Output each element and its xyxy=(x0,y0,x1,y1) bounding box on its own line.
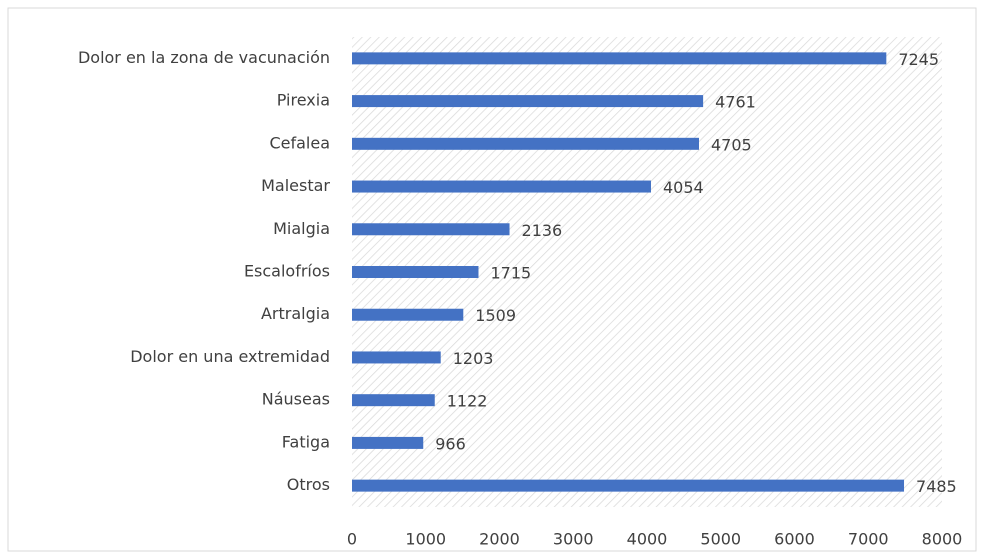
y-tick-label: Escalofríos xyxy=(244,262,330,281)
bar xyxy=(352,95,704,108)
bar xyxy=(352,351,441,364)
x-tick-label: 5000 xyxy=(700,530,741,549)
x-tick-label: 7000 xyxy=(848,530,889,549)
x-tick-label: 0 xyxy=(347,530,357,549)
y-tick-label: Cefalea xyxy=(269,133,330,152)
y-tick-label: Otros xyxy=(287,475,330,494)
data-label: 4705 xyxy=(711,135,752,154)
y-tick-label: Artralgia xyxy=(261,304,330,323)
data-label: 4054 xyxy=(663,178,704,197)
y-tick-label: Pirexia xyxy=(277,91,330,110)
bar xyxy=(352,436,424,449)
y-tick-label: Fatiga xyxy=(282,432,330,451)
bar xyxy=(352,180,651,193)
data-label: 1715 xyxy=(490,264,531,283)
x-tick-label: 1000 xyxy=(405,530,446,549)
x-tick-label: 3000 xyxy=(553,530,594,549)
y-tick-label: Dolor en una extremidad xyxy=(130,347,330,366)
x-tick-label: 4000 xyxy=(627,530,668,549)
bar xyxy=(352,137,699,150)
bar xyxy=(352,266,479,278)
data-label: 1122 xyxy=(447,392,488,411)
data-label: 966 xyxy=(435,434,466,453)
y-tick-label: Dolor en la zona de vacunación xyxy=(78,48,330,67)
data-label: 2136 xyxy=(522,221,563,240)
x-tick-label: 8000 xyxy=(922,530,963,549)
x-tick-label: 6000 xyxy=(774,530,815,549)
data-label: 4761 xyxy=(715,93,756,112)
y-tick-label: Mialgia xyxy=(273,219,330,238)
bar xyxy=(352,394,435,407)
bar xyxy=(352,308,464,321)
bar xyxy=(352,479,905,492)
bar xyxy=(352,52,887,65)
bar xyxy=(352,223,510,236)
x-tick-label: 2000 xyxy=(479,530,520,549)
y-tick-label: Náuseas xyxy=(262,390,330,409)
data-label: 1509 xyxy=(475,306,516,325)
data-label: 1203 xyxy=(453,349,494,368)
y-tick-label: Malestar xyxy=(261,176,330,195)
data-label: 7485 xyxy=(916,477,957,496)
data-label: 7245 xyxy=(898,50,939,69)
